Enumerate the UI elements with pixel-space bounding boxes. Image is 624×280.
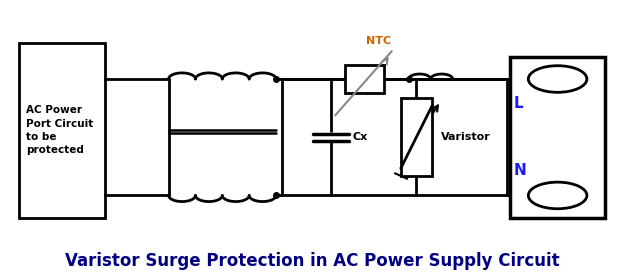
Text: Varistor: Varistor — [441, 132, 490, 142]
Text: N: N — [514, 163, 526, 178]
Text: L: L — [514, 97, 523, 111]
Text: Varistor Surge Protection in AC Power Supply Circuit: Varistor Surge Protection in AC Power Su… — [65, 252, 559, 270]
Bar — [344, 65, 384, 93]
Text: NTC: NTC — [366, 36, 391, 46]
Text: Cx: Cx — [353, 132, 368, 142]
Text: AC Power
Port Circuit
to be
protected: AC Power Port Circuit to be protected — [26, 106, 94, 155]
Bar — [510, 57, 605, 218]
Bar — [401, 98, 432, 176]
Bar — [19, 43, 105, 218]
